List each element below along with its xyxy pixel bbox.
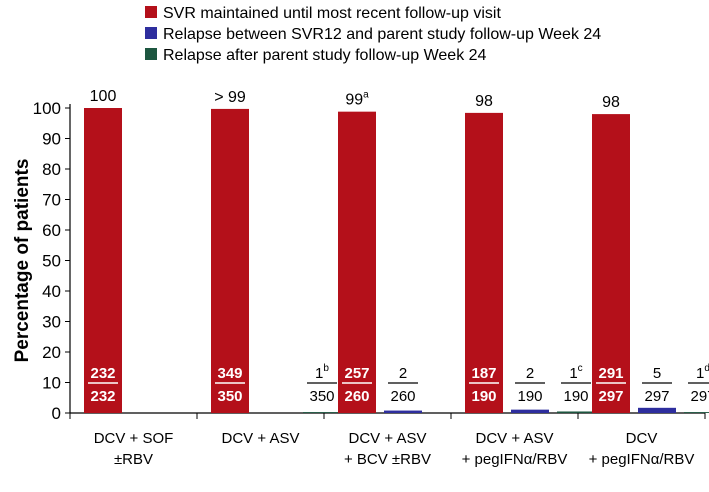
y-tick-label: 100: [33, 99, 61, 118]
y-tick-label: 0: [52, 404, 61, 423]
x-tick-label: DCV + ASV: [222, 430, 300, 447]
legend-swatch: [145, 48, 157, 60]
bar-1: [465, 112, 503, 413]
legend-label: Relapse between SVR12 and parent study f…: [163, 26, 601, 43]
y-tick-label: 30: [42, 313, 61, 332]
fraction-numerator: 349: [217, 365, 242, 382]
x-tick-label: DCV + ASV: [476, 430, 554, 447]
y-tick-label: 80: [42, 160, 61, 179]
fraction-numerator: 232: [90, 365, 115, 382]
y-tick-label: 10: [42, 374, 61, 393]
fraction-denominator: 297: [690, 388, 709, 405]
data-label: 98: [602, 94, 620, 111]
bar-2: [638, 407, 676, 413]
data-label: 98: [475, 93, 493, 110]
y-tick-label: 20: [42, 343, 61, 362]
data-label: 100: [90, 88, 117, 105]
bar-1: [592, 114, 630, 413]
fraction-numerator: 1b: [315, 363, 329, 382]
bar-3: [303, 412, 341, 413]
x-tick-label: + pegIFNα/RBV: [462, 451, 568, 468]
fraction-numerator: 2: [399, 365, 407, 382]
legend-label: SVR maintained until most recent follow-…: [163, 5, 501, 22]
x-tick-label: + BCV ±RBV: [344, 451, 431, 468]
fraction-denominator: 190: [563, 388, 588, 405]
bar-1: [84, 108, 122, 413]
legend-swatch: [145, 6, 157, 18]
fraction-numerator: 1c: [569, 363, 582, 382]
fraction-numerator: 291: [598, 365, 623, 382]
fraction-numerator: 187: [471, 365, 496, 382]
fraction-numerator: 257: [344, 365, 369, 382]
bar-3: [557, 411, 595, 413]
y-tick-label: 90: [42, 130, 61, 149]
fraction-numerator: 2: [526, 365, 534, 382]
fraction-denominator: 350: [309, 388, 334, 405]
fraction-denominator: 260: [344, 388, 369, 405]
legend-label: Relapse after parent study follow-up Wee…: [163, 47, 487, 64]
y-tick-label: 70: [42, 191, 61, 210]
fraction-numerator: 1d: [696, 363, 709, 382]
fraction-denominator: 190: [517, 388, 542, 405]
x-tick-label: ±RBV: [114, 451, 153, 468]
bar-1: [338, 111, 376, 413]
fraction-denominator: 297: [644, 388, 669, 405]
x-tick-label: DCV + SOF: [94, 430, 174, 447]
y-tick-label: 60: [42, 221, 61, 240]
x-tick-label: + pegIFNα/RBV: [589, 451, 695, 468]
legend-swatch: [145, 27, 157, 39]
bar-3: [684, 412, 709, 413]
bar-1: [211, 108, 249, 413]
fraction-denominator: 232: [90, 388, 115, 405]
x-tick-label: DCV + ASV: [349, 430, 427, 447]
y-axis-title: Percentage of patients: [12, 159, 33, 363]
data-label: > 99: [214, 89, 246, 106]
x-tick-label: DCV: [626, 430, 658, 447]
y-tick-label: 50: [42, 252, 61, 271]
data-label: 99a: [345, 90, 369, 109]
bar-2: [384, 410, 422, 413]
fraction-denominator: 297: [598, 388, 623, 405]
fraction-denominator: 190: [471, 388, 496, 405]
fraction-numerator: 5: [653, 365, 661, 382]
fraction-denominator: 260: [390, 388, 415, 405]
fraction-denominator: 350: [217, 388, 242, 405]
y-tick-label: 40: [42, 282, 61, 301]
bar-2: [511, 409, 549, 413]
